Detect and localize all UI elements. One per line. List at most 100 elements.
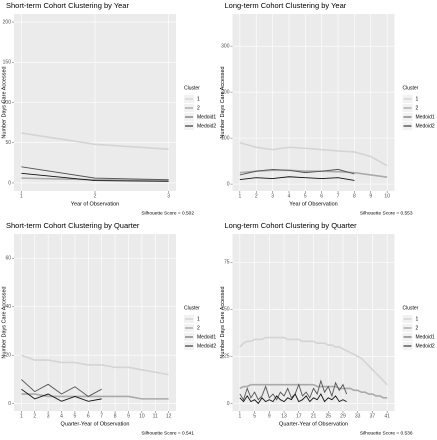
series-line [239, 393, 347, 405]
annotation: Silhouette Score = 0.553 [360, 210, 413, 216]
x-axis-label: Year of Observation [289, 201, 337, 207]
legend-label: Medoid1 [197, 114, 216, 120]
x-tick-label: 17 [296, 413, 302, 419]
y-tick-label: 0 [227, 181, 230, 187]
chart-title: Short-term Cohort Clustering by Quarter [6, 221, 140, 230]
x-tick-label: 2 [94, 193, 97, 199]
x-tick-label: 13 [281, 413, 287, 419]
series-line [21, 354, 169, 376]
y-axis-label: Number Days Care Accessed [220, 66, 226, 138]
y-tick-label: 150 [3, 60, 12, 66]
x-tick-label: 5 [74, 413, 77, 419]
x-tick-label: 41 [384, 413, 390, 419]
x-axis-label: Year of Observation [71, 201, 119, 207]
plot-background [14, 234, 176, 411]
y-axis-label: Number Days Care Accessed [1, 286, 7, 358]
legend-label: Medoid2 [197, 343, 216, 349]
x-tick-label: 10 [384, 193, 390, 199]
y-tick-label: 20 [5, 353, 11, 359]
series-line [21, 166, 169, 181]
x-tick-label: 8 [353, 193, 356, 199]
legend-label: Medoid1 [197, 334, 216, 340]
y-axis-label: Number Days Care Accessed [220, 286, 226, 358]
legend-label: Medoid2 [416, 123, 435, 129]
series-line [21, 393, 169, 400]
x-tick-label: 25 [325, 413, 331, 419]
y-tick-label: 50 [5, 140, 11, 146]
y-tick-label: 0 [8, 401, 11, 407]
annotation: Silhouette Score = 0.541 [141, 430, 194, 436]
x-axis-label: Quarter-Year of Observation [61, 421, 130, 427]
x-axis-label: Quarter-Year of Observation [279, 421, 348, 427]
series-line [21, 177, 169, 182]
y-tick-label: 200 [221, 89, 230, 95]
x-tick-label: 6 [87, 413, 90, 419]
x-tick-label: 29 [340, 413, 346, 419]
legend-label: Medoid2 [416, 343, 435, 349]
x-tick-label: 4 [288, 193, 291, 199]
chart-title: Long-term Cohort Clustering by Year [225, 1, 347, 10]
legend-label: Medoid1 [416, 114, 435, 120]
legend-title: Cluster [184, 305, 200, 311]
series-line [21, 172, 169, 182]
y-tick-label: 200 [3, 19, 12, 25]
x-tick-label: 9 [268, 413, 271, 419]
x-tick-label: 5 [304, 193, 307, 199]
y-tick-label: 100 [221, 135, 230, 141]
y-tick-label: 300 [221, 44, 230, 50]
legend-title: Cluster [403, 85, 419, 91]
series-line [21, 388, 102, 402]
legend-title: Cluster [403, 305, 419, 311]
series-line [239, 176, 355, 181]
legend-label: 2 [416, 325, 419, 331]
legend-label: 1 [416, 96, 419, 102]
series-line [239, 383, 388, 399]
y-tick-label: 40 [5, 304, 11, 310]
series-line [239, 168, 355, 176]
x-tick-label: 8 [114, 413, 117, 419]
y-tick-label: 25 [224, 354, 230, 360]
x-tick-label: 2 [33, 413, 36, 419]
legend-label: 1 [197, 316, 200, 322]
y-tick-label: 100 [3, 100, 12, 106]
x-tick-label: 5 [253, 413, 256, 419]
legend-label: 1 [416, 316, 419, 322]
series-line [239, 379, 348, 401]
series-line [239, 336, 388, 386]
x-tick-label: 21 [311, 413, 317, 419]
x-tick-label: 2 [255, 193, 258, 199]
legend-label: 2 [197, 105, 200, 111]
x-tick-label: 37 [370, 413, 376, 419]
legend-label: 2 [416, 105, 419, 111]
legend-label: Medoid1 [416, 334, 435, 340]
x-tick-label: 10 [139, 413, 145, 419]
x-tick-label: 9 [127, 413, 130, 419]
series-line [239, 169, 388, 179]
x-tick-label: 1 [20, 193, 23, 199]
chart-title: Long-term Cohort Clustering by Quarter [225, 221, 358, 230]
x-tick-label: 11 [153, 413, 158, 419]
x-tick-label: 12 [166, 413, 172, 419]
legend-label: 2 [197, 325, 200, 331]
legend-label: 1 [197, 96, 200, 102]
x-tick-label: 3 [271, 193, 274, 199]
chart-title: Short-term Cohort Clustering by Year [6, 1, 129, 10]
legend-title: Cluster [184, 85, 200, 91]
x-tick-label: 1 [20, 413, 23, 419]
annotation: Silhouette Score = 0.536 [360, 430, 413, 436]
x-tick-label: 6 [320, 193, 323, 199]
x-tick-label: 7 [100, 413, 103, 419]
y-axis-label: Number Days Care Accessed [1, 66, 7, 138]
x-tick-label: 7 [337, 193, 340, 199]
x-tick-label: 1 [238, 413, 241, 419]
y-tick-label: 0 [8, 180, 11, 186]
x-tick-label: 9 [369, 193, 372, 199]
x-tick-label: 4 [60, 413, 63, 419]
annotation: Silhouette Score = 0.502 [141, 210, 194, 216]
y-tick-label: 50 [224, 307, 230, 313]
x-tick-label: 3 [47, 413, 50, 419]
y-tick-label: 0 [227, 401, 230, 407]
x-tick-label: 3 [167, 193, 170, 199]
series-line [239, 141, 388, 167]
